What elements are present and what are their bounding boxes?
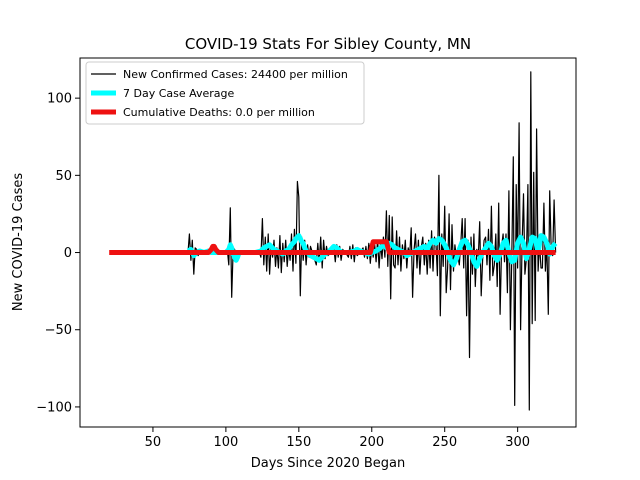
x-tick-label-2: 150 (286, 435, 311, 450)
plot-border (79, 57, 577, 428)
y-tick-label-2: 0 (64, 246, 72, 261)
legend-label-cases: New Confirmed Cases: 24400 per million (123, 68, 348, 81)
y-axis-label: New COVID-19 Cases (11, 173, 26, 311)
series-layer (109, 71, 558, 411)
y-tick-label-3: 50 (55, 169, 72, 184)
x-tick-label-5: 300 (505, 435, 530, 450)
chart-title: COVID-19 Stats For Sibley County, MN (185, 35, 471, 53)
x-tick-label-4: 250 (432, 435, 457, 450)
y-tick-label-0: −100 (36, 400, 72, 415)
x-axis-label: Days Since 2020 Began (251, 456, 406, 471)
legend-label-deaths: Cumulative Deaths: 0.0 per million (123, 106, 315, 119)
x-tick-label-3: 200 (359, 435, 384, 450)
series-line-2 (109, 239, 556, 255)
x-axis: 50 100 150 200 250 300 (145, 427, 530, 450)
x-tick-label-0: 50 (145, 435, 162, 450)
y-axis: −100 −50 0 50 100 (36, 92, 80, 415)
y-tick-label-1: −50 (45, 323, 72, 338)
x-tick-label-1: 100 (213, 435, 238, 450)
legend: New Confirmed Cases: 24400 per million 7… (85, 61, 365, 125)
y-tick-label-4: 100 (47, 92, 72, 107)
legend-box (85, 61, 365, 125)
legend-label-average: 7 Day Case Average (123, 87, 235, 100)
